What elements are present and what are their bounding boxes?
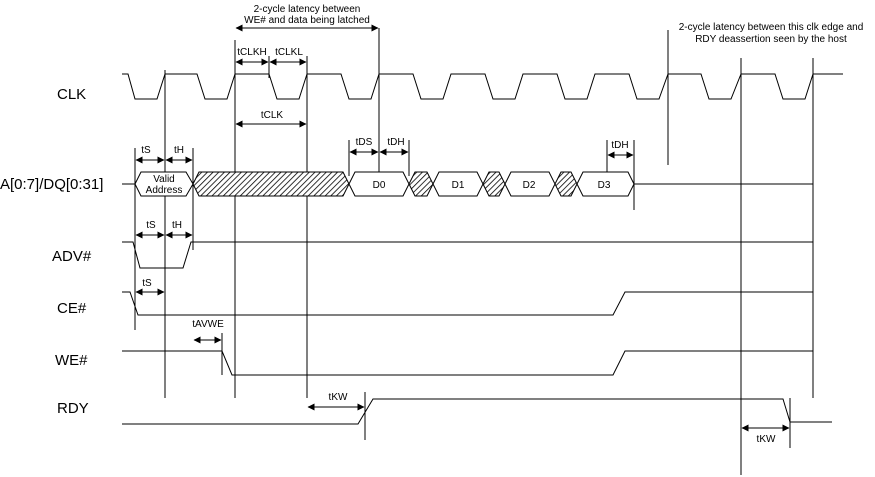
rdy-waveform bbox=[122, 398, 832, 425]
latency-we-annotation-line2: WE# and data being latched bbox=[244, 15, 370, 26]
timing-label-tkw-assert: tKW bbox=[329, 392, 348, 403]
timing-label-tclkl: tCLKL bbox=[275, 47, 303, 58]
adv-waveform bbox=[122, 241, 813, 269]
latency-rdy-annotation-line1: 2-cycle latency between this clk edge an… bbox=[679, 22, 864, 33]
data-label-d0: D0 bbox=[373, 180, 386, 191]
address-data-bus: Valid Address D0 D1 D2 D3 bbox=[122, 171, 813, 197]
data-label-d3: D3 bbox=[598, 180, 611, 191]
timing-label-th-address: tH bbox=[174, 145, 184, 156]
data-label-d1: D1 bbox=[452, 180, 465, 191]
valid-address-label-line2: Address bbox=[146, 185, 183, 196]
signal-label-we: WE# bbox=[55, 352, 88, 369]
transition-d0-d1 bbox=[408, 171, 434, 197]
dont-care-region bbox=[192, 171, 350, 197]
transition-d2-d3 bbox=[554, 171, 578, 197]
timing-label-tclkh: tCLKH bbox=[237, 47, 266, 58]
signal-label-addr-data-bus: A[0:7]/DQ[0:31] bbox=[0, 176, 103, 193]
signal-label-ce: CE# bbox=[57, 300, 87, 317]
timing-label-tds: tDS bbox=[356, 137, 373, 148]
timing-label-tavwe: tAVWE bbox=[192, 319, 224, 330]
valid-address-label-line1: Valid bbox=[153, 174, 175, 185]
we-waveform bbox=[122, 350, 813, 376]
signal-label-clk: CLK bbox=[57, 86, 86, 103]
timing-label-tclk: tCLK bbox=[261, 110, 284, 121]
ce-waveform bbox=[122, 291, 813, 316]
latency-rdy-annotation-line2: RDY deassertion seen by the host bbox=[695, 34, 847, 45]
timing-label-tdh-d0: tDH bbox=[387, 137, 404, 148]
timing-label-ts-address: tS bbox=[141, 145, 151, 156]
data-label-d2: D2 bbox=[523, 180, 536, 191]
latency-we-annotation-line1: 2-cycle latency between bbox=[254, 4, 361, 15]
timing-label-ts-adv: tS bbox=[146, 220, 156, 231]
transition-d1-d2 bbox=[482, 171, 506, 197]
signal-label-adv: ADV# bbox=[52, 248, 92, 265]
timing-label-th-adv: tH bbox=[172, 220, 182, 231]
clk-waveform bbox=[122, 73, 843, 100]
timing-label-tkw-deassert: tKW bbox=[757, 434, 776, 445]
timing-label-ts-ce: tS bbox=[142, 278, 152, 289]
signal-label-rdy: RDY bbox=[57, 400, 89, 417]
timing-label-tdh-d3: tDH bbox=[611, 140, 628, 151]
